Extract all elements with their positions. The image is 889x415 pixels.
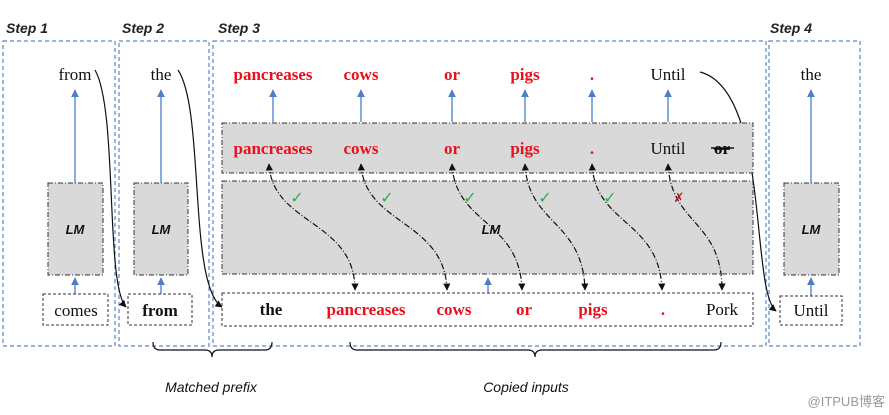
step4-input-box: [779, 295, 843, 326]
step1-lm-label: LM: [66, 222, 86, 237]
step3-output-arrows: [269, 89, 672, 122]
step3-input-4: pigs: [578, 300, 608, 319]
step4-output-token: the: [801, 65, 822, 84]
step2-lm-box: [133, 182, 189, 276]
step1-label: Step 1: [6, 20, 48, 36]
step3-box: [212, 40, 767, 347]
check-icon: ✓: [290, 190, 303, 207]
step2-lm-label: LM: [152, 222, 172, 237]
step3-to-step4-arrow: [699, 71, 777, 312]
check-icon: ✓: [380, 190, 393, 207]
check-icon: ✓: [538, 190, 551, 207]
step1-input-box: [42, 293, 109, 326]
step3-output-5: Until: [651, 65, 686, 84]
check-icon: ✓: [603, 190, 616, 207]
step4-lm-label: LM: [802, 222, 822, 237]
step1-box: [2, 40, 116, 347]
step3-prediction-2: or: [444, 139, 461, 158]
step2-input-box: [127, 293, 193, 326]
step3-output-3: pigs: [510, 65, 540, 84]
copied-inputs-brace: [349, 341, 722, 358]
step3-input-0: the: [260, 300, 283, 319]
step1-lm-box: [47, 182, 104, 276]
step2-input-token: from: [142, 301, 178, 320]
watermark: @ITPUB博客: [808, 394, 885, 409]
step2-to-step3-arrow: [177, 69, 223, 308]
step2-output-token: the: [151, 65, 172, 84]
step3-output-2: or: [444, 65, 461, 84]
step4-box: [768, 40, 861, 347]
step2-label: Step 2: [122, 20, 164, 36]
step3-prediction-4: .: [590, 139, 594, 158]
copied-inputs-label: Copied inputs: [483, 379, 569, 395]
cross-icon: ✗: [674, 190, 685, 205]
matched-prefix-label: Matched prefix: [165, 379, 258, 395]
step3-label: Step 3: [218, 20, 260, 36]
matched-prefix-brace: [152, 341, 273, 358]
step3-input-1: pancreases: [326, 300, 405, 319]
step3-lm-label: LM: [482, 222, 502, 237]
step3-input-5: .: [661, 300, 665, 319]
step3-output-1: cows: [344, 65, 379, 84]
step1-output-token: from: [58, 65, 91, 84]
step3-input-3: or: [516, 300, 533, 319]
step1-to-step2-arrow: [94, 69, 127, 308]
step4-label: Step 4: [770, 20, 812, 36]
step3-alignment-curves: [265, 163, 726, 291]
step4-lm-box: [783, 182, 840, 276]
step4-input-token: Until: [794, 301, 829, 320]
step1-input-token: comes: [54, 301, 97, 320]
step3-input-2: cows: [437, 300, 472, 319]
step2-box: [118, 40, 210, 347]
step3-output-0: pancreases: [233, 65, 312, 84]
step3-prediction-3: pigs: [510, 139, 540, 158]
step3-input-6: Pork: [706, 300, 739, 319]
step3-prediction-5: Until: [651, 139, 686, 158]
step3-prediction-0: pancreases: [233, 139, 312, 158]
check-icon: ✓: [463, 190, 476, 207]
step3-output-4: .: [590, 65, 594, 84]
step3-input-box: [221, 292, 754, 327]
step3-prediction-1: cows: [344, 139, 379, 158]
